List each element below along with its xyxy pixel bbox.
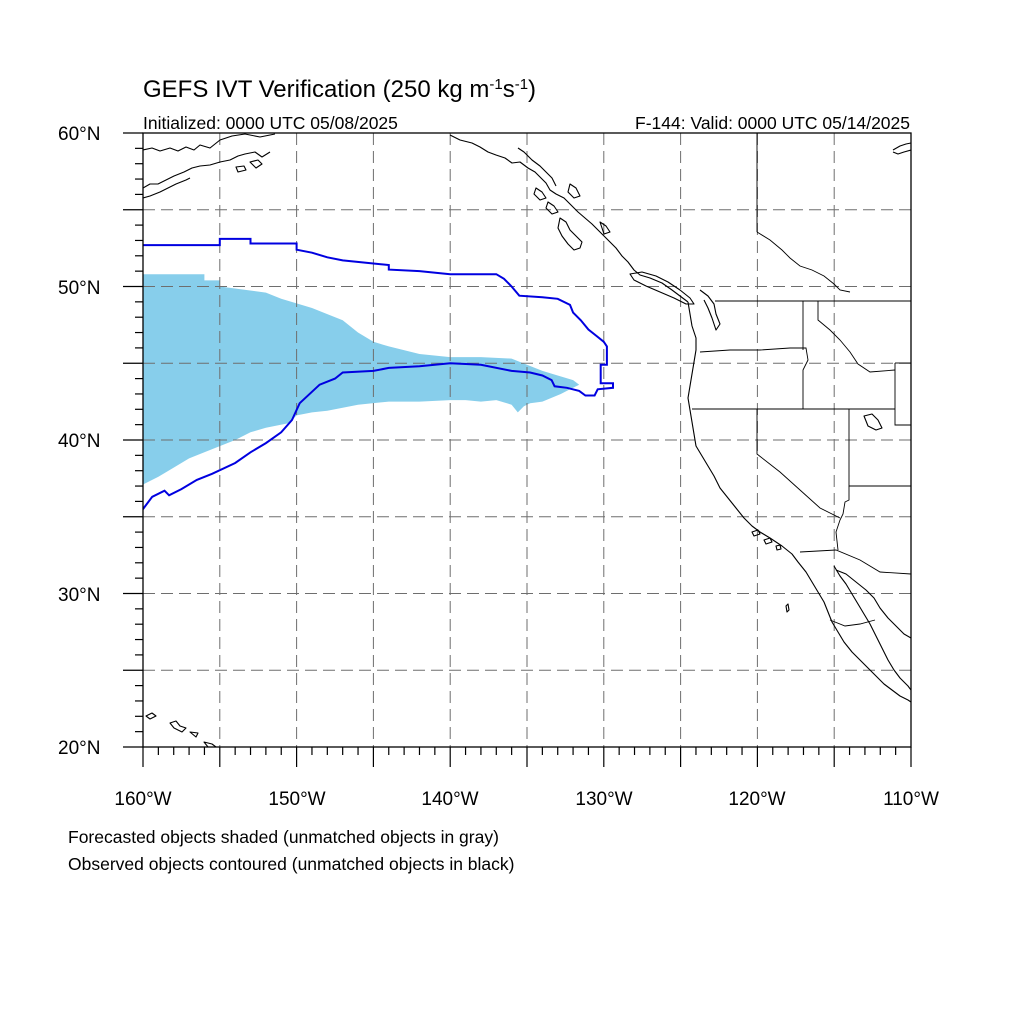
note-forecast: Forecasted objects shaded (unmatched obj… [68, 827, 499, 847]
lat-label-30: 30°N [58, 585, 100, 606]
lon-label-110w: 110°W [883, 789, 939, 810]
observed-ivt-object [143, 237, 614, 510]
lon-label-120w: 120°W [728, 789, 785, 810]
lon-label-150w: 150°W [268, 789, 325, 810]
lon-label-160w: 160°W [114, 789, 171, 810]
valid-time: F-144: Valid: 0000 UTC 05/14/2025 [635, 113, 910, 133]
forecast-ivt-object [143, 274, 580, 485]
map-title: GEFS IVT Verification (250 kg m-1s-1) [143, 76, 536, 103]
political-borders [692, 133, 911, 627]
lat-labels: 20°N 30°N 40°N 50°N 60°N [58, 124, 100, 759]
axis-ticks [123, 132, 912, 767]
lon-labels: 160°W 150°W 140°W 130°W 120°W 110°W [114, 789, 939, 810]
lon-label-130w: 130°W [575, 789, 632, 810]
lat-label-60: 60°N [58, 124, 100, 145]
coastlines [143, 133, 911, 747]
note-observed: Observed objects contoured (unmatched ob… [68, 854, 515, 874]
init-time: Initialized: 0000 UTC 05/08/2025 [143, 113, 398, 133]
lat-label-50: 50°N [58, 278, 100, 299]
graticule [143, 133, 911, 747]
lat-label-40: 40°N [58, 431, 100, 452]
lon-label-140w: 140°W [421, 789, 478, 810]
lat-label-20: 20°N [58, 738, 100, 759]
